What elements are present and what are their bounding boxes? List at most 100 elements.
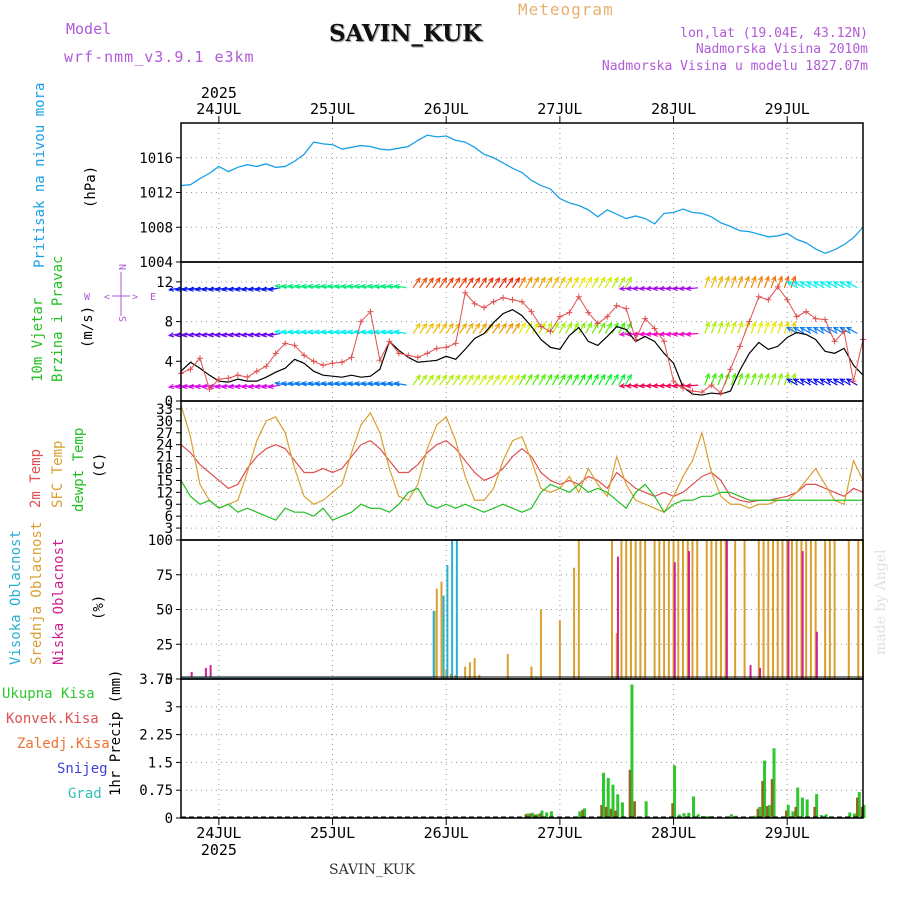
wind-arrow-upper-head	[587, 276, 593, 283]
precip-convective-bar	[813, 806, 816, 818]
wind-arrow-upper-head	[791, 275, 797, 282]
temp-ylabel-unit: (C)	[92, 452, 108, 478]
temperature-tick-label: 9	[165, 497, 173, 513]
wind-arrow-middle	[793, 326, 805, 335]
wind-arrow-lower-head	[547, 373, 553, 380]
wind-arrow-upper	[458, 277, 467, 289]
wind-arrow-lower	[558, 374, 566, 386]
wind-gust-marker	[196, 355, 203, 362]
wind-arrow-lower-head	[792, 378, 799, 384]
wind-arrow-lower-head	[327, 381, 334, 387]
wind-gust-marker	[500, 294, 507, 301]
wind-arrow-lower	[793, 378, 805, 386]
wind-arrow-middle-head	[333, 329, 340, 335]
wind-arrow-lower-head	[625, 383, 632, 389]
precip-total-bar	[729, 814, 733, 818]
wind-arrow-middle-head	[441, 322, 448, 329]
precip-total-bar	[862, 805, 866, 818]
wind-ylabel-title-1: 10m Vjetar	[30, 297, 46, 382]
wind-arrow-middle	[445, 323, 454, 334]
wind-gust-marker	[708, 382, 715, 389]
wind-gust-marker	[850, 378, 857, 385]
wind-arrow-lower	[686, 384, 699, 387]
wind-arrow-upper-head	[757, 275, 764, 282]
wind-arrow-upper	[584, 277, 592, 289]
wind-arrow-middle-head	[757, 321, 764, 328]
wind-arrow-lower	[525, 374, 533, 386]
wind-arrow-middle	[478, 323, 487, 334]
wind-gust-marker	[225, 375, 232, 382]
wind-arrow-middle-head	[428, 322, 434, 329]
wind-arrow-upper	[806, 281, 818, 289]
coords: lon,lat (19.04E, 43.12N)	[680, 26, 868, 41]
wind-arrow-lower-head	[626, 373, 632, 380]
wind-arrow-middle-head	[415, 322, 421, 329]
wind-arrow-upper-head	[307, 283, 314, 290]
wind-arrow-upper-head	[386, 283, 393, 290]
wind-gust-marker	[594, 320, 601, 327]
precip-convective-bar	[614, 810, 617, 818]
wind-arrow-upper-head	[658, 285, 665, 292]
wind-arrow-lower-head	[267, 383, 274, 390]
precip-total-bar	[611, 784, 615, 818]
precip-convective-bar	[605, 806, 608, 818]
wind-arrow-upper	[744, 276, 750, 289]
wind-arrow-upper-head	[474, 276, 481, 284]
wind-arrow-upper	[846, 281, 858, 289]
wind-arrow-middle-head	[220, 332, 228, 338]
wind-arrow-middle-head	[606, 321, 612, 329]
wind-gust-marker	[405, 352, 412, 359]
wind-arrow-upper-head	[613, 276, 619, 283]
wind-arrow-lower-head	[380, 381, 387, 387]
compass-east: E	[150, 292, 156, 303]
wind-arrow-upper	[545, 277, 553, 289]
day-label-top: 24JUL	[196, 100, 241, 118]
wind-arrow-upper	[618, 277, 626, 289]
wind-arrow-upper-head	[227, 286, 234, 292]
wind-gust-marker	[528, 308, 535, 315]
compass-south: S	[118, 316, 129, 322]
wind-arrow-middle	[425, 323, 434, 334]
wind-arrow-middle	[710, 322, 717, 334]
wind-arrow-upper-head	[340, 283, 347, 290]
wind-arrow-lower-head	[240, 383, 248, 390]
precip-total-bar	[540, 810, 544, 818]
wind-arrow-lower-head	[514, 374, 521, 381]
wind-arrow-upper	[598, 277, 606, 289]
precip-total-bar	[753, 815, 757, 818]
wind-arrow-upper	[704, 276, 710, 289]
wind-gust-marker	[575, 293, 582, 300]
wind-arrow-upper-head	[540, 276, 546, 283]
wind-arrow-upper-head	[353, 283, 360, 290]
wind-arrow-middle-head	[481, 322, 487, 329]
wind-tick-label: 12	[156, 275, 173, 291]
wind-gust-marker	[661, 338, 668, 345]
temperature-tick-label: 30	[156, 414, 173, 430]
wind-arrow-middle-head	[731, 321, 737, 328]
wind-arrow-upper-head	[187, 286, 195, 292]
wind-arrow-lower	[545, 374, 553, 386]
wind-arrow-lower	[704, 373, 710, 386]
wind-arrow-lower-head	[764, 372, 770, 379]
wind-arrow-upper-head	[247, 286, 254, 292]
wind-arrow-middle-head	[313, 329, 321, 335]
wind-arrow-lower-head	[613, 373, 619, 380]
wind-arrow-upper-head	[806, 281, 813, 287]
wind-arrow-lower-head	[631, 383, 639, 389]
wind-arrow-lower-head	[468, 374, 474, 381]
wind-gust-marker	[822, 316, 829, 323]
wind-arrow-upper	[604, 277, 612, 289]
precip-convective-bar	[671, 803, 674, 818]
wind-gust-marker	[765, 296, 772, 303]
wind-gust-marker	[272, 350, 279, 357]
wind-arrow-lower	[551, 374, 559, 386]
wind-arrow-upper-head	[738, 275, 744, 282]
wind-arrow-lower-head	[167, 383, 175, 390]
precip-total-bar	[606, 777, 610, 818]
wind-arrow-middle-head	[393, 329, 400, 335]
wind-arrow-middle	[565, 322, 573, 334]
wind-arrow-upper	[730, 276, 737, 289]
temp-ylabel-dew: dewpt Temp	[71, 427, 87, 512]
wind-arrow-upper	[472, 277, 481, 289]
wind-arrow-lower-head	[474, 374, 481, 381]
